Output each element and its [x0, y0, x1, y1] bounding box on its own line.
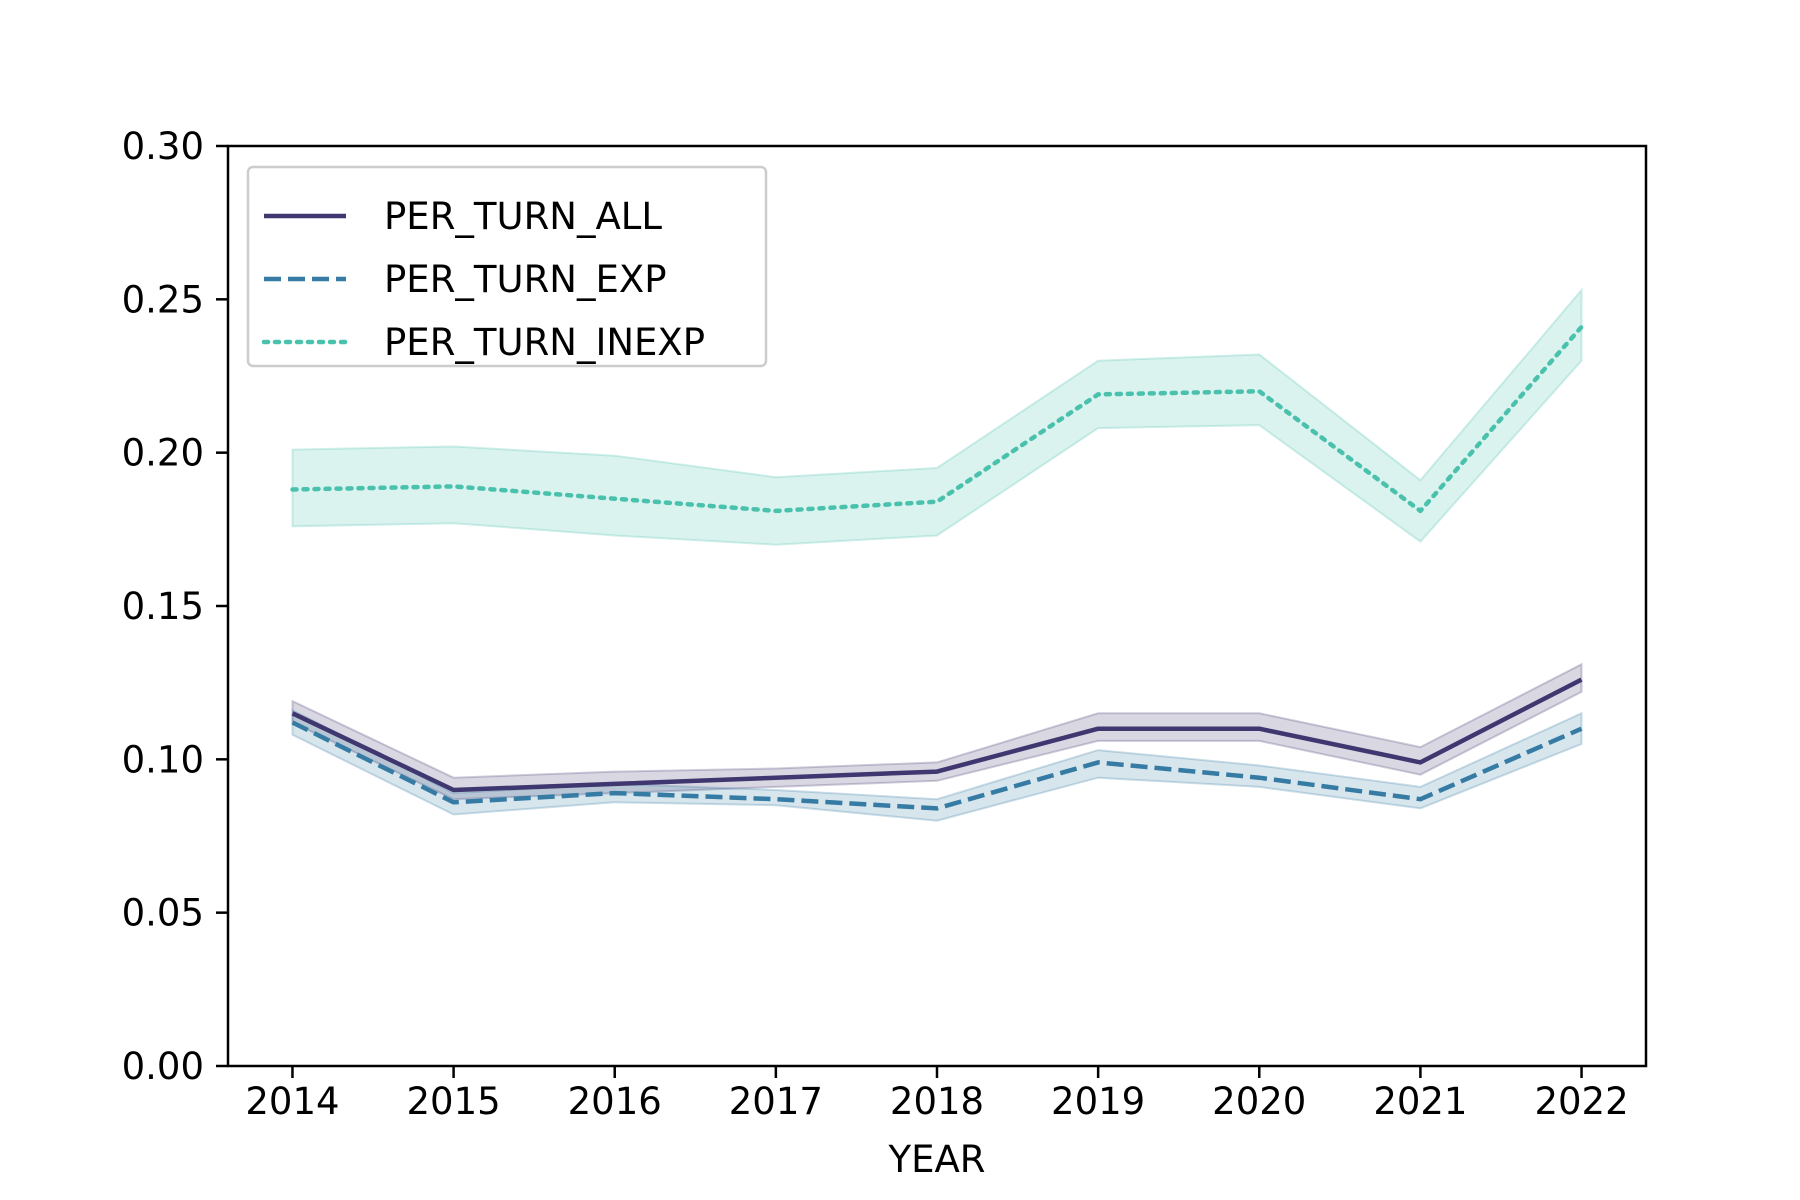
y-tick-label: 0.00 — [122, 1045, 204, 1088]
series-line-2 — [290, 324, 1584, 514]
series-lines — [290, 324, 1584, 811]
legend-box — [246, 165, 768, 368]
x-tick-label: 2018 — [890, 1080, 984, 1123]
legend-label-0: PER_TURN_ALL — [384, 195, 662, 238]
y-tick-label: 0.25 — [122, 278, 204, 321]
y-tick-label: 0.10 — [122, 738, 204, 781]
x-axis-title: YEAR — [888, 1138, 986, 1181]
legend: PER_TURN_ALL PER_TURN_EXP PER_TURN_INEXP — [246, 165, 768, 368]
x-tick-label: 2017 — [729, 1080, 823, 1123]
x-tick-label: 2020 — [1212, 1080, 1306, 1123]
y-tick-label: 0.15 — [122, 585, 204, 628]
x-tick-label: 2016 — [568, 1080, 662, 1123]
y-tick-label: 0.05 — [122, 892, 204, 935]
x-tick-label: 2021 — [1373, 1080, 1467, 1123]
legend-label-2: PER_TURN_INEXP — [384, 321, 705, 364]
y-tick-label: 0.20 — [122, 432, 204, 475]
confidence-band-2 — [291, 287, 1583, 546]
y-axis: 0.00 0.05 0.10 0.15 0.20 0.25 0.30 — [122, 125, 228, 1088]
series-line-1 — [291, 720, 1583, 811]
x-tick-label: 2019 — [1051, 1080, 1145, 1123]
x-tick-label: 2015 — [407, 1080, 501, 1123]
x-tick-label: 2014 — [245, 1080, 339, 1123]
y-tick-label: 0.30 — [122, 125, 204, 168]
legend-label-1: PER_TURN_EXP — [384, 258, 667, 301]
x-tick-label: 2022 — [1534, 1080, 1628, 1123]
series-line-0 — [291, 677, 1583, 793]
x-axis: 2014 2015 2016 2017 2018 2019 2020 2021 2022 — [245, 1066, 1629, 1123]
